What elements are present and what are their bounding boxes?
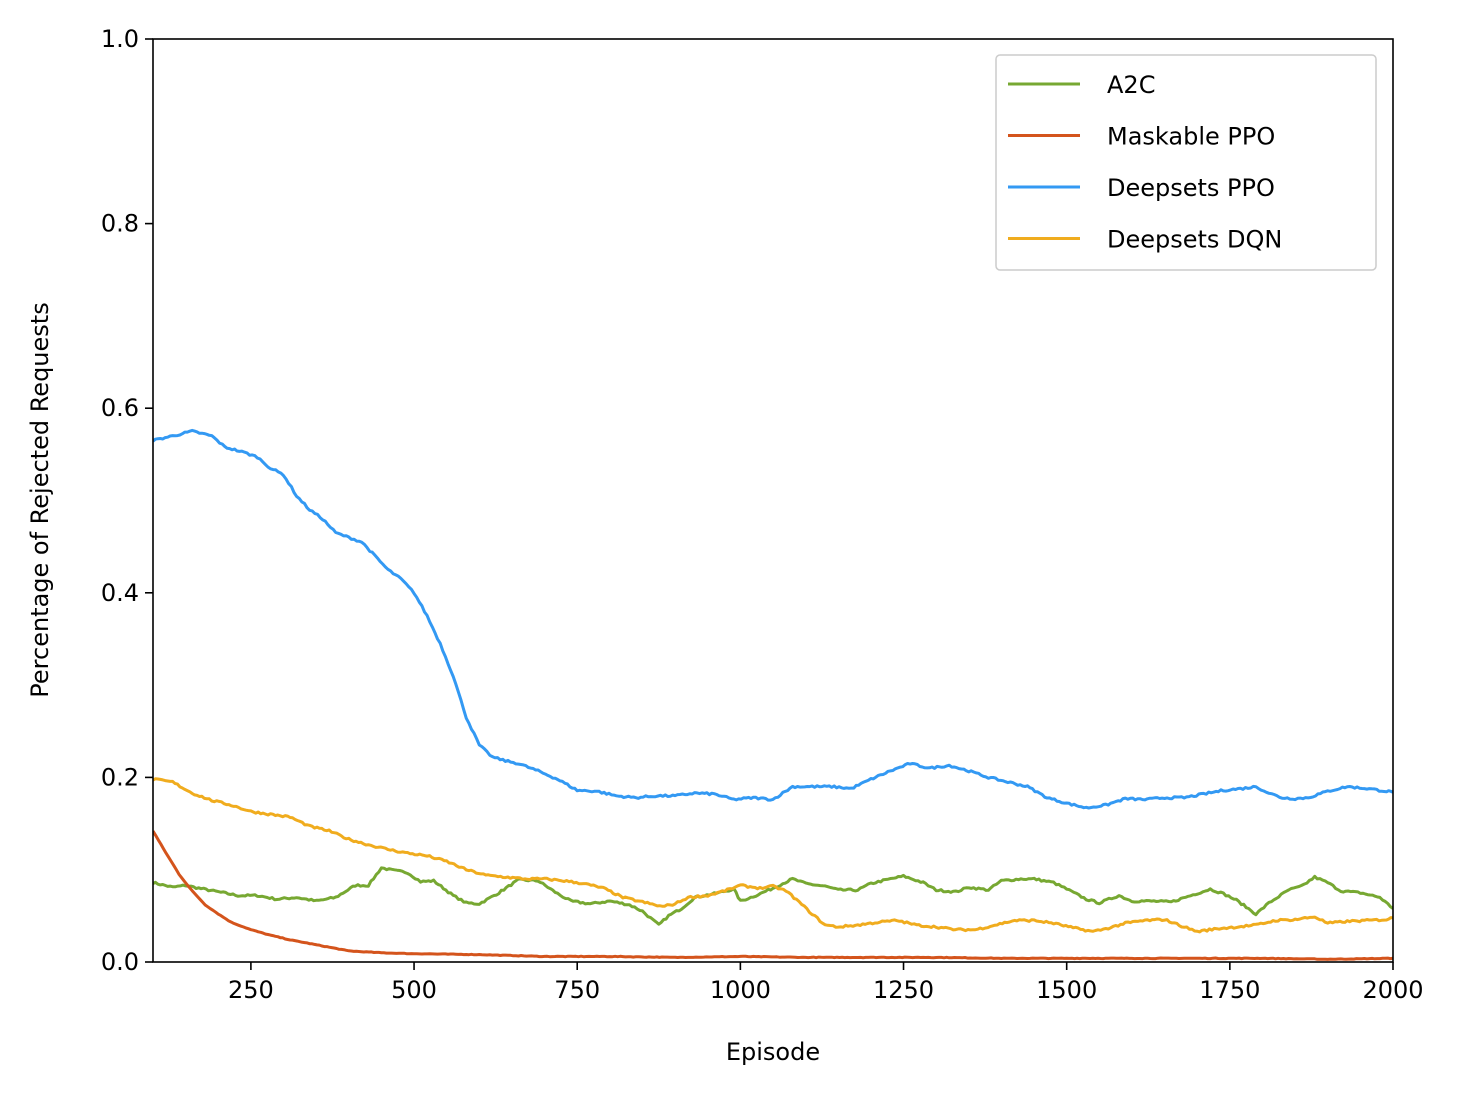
legend: A2C Maskable PPO Deepsets PPO Deepsets DQN (995, 54, 1377, 271)
series-line-deepsets-ppo (153, 428, 1393, 810)
y-tick-label: 1.0 (101, 25, 139, 53)
y-tick-label: 0.6 (101, 394, 139, 422)
series-line-maskable-ppo (153, 830, 1393, 961)
legend-label-maskable-ppo: Maskable PPO (1107, 123, 1275, 151)
y-axis: 0.0 0.2 0.4 0.6 0.8 1.0 (101, 25, 153, 976)
y-tick-label: 0.2 (101, 763, 139, 791)
y-tick-label: 0.8 (101, 210, 139, 238)
legend-label-deepsets-dqn: Deepsets DQN (1107, 226, 1282, 254)
legend-label-deepsets-ppo: Deepsets PPO (1107, 174, 1275, 202)
y-tick-label: 0.4 (101, 579, 139, 607)
y-axis-label: Percentage of Rejected Requests (26, 302, 54, 697)
x-tick-label: 1500 (1036, 976, 1097, 1004)
x-tick-label: 1250 (873, 976, 934, 1004)
x-tick-label: 500 (391, 976, 437, 1004)
x-axis: 250 500 750 1000 1250 1500 1750 2000 (228, 962, 1424, 1004)
y-tick-label: 0.0 (101, 948, 139, 976)
series-line-deepsets-dqn (153, 777, 1393, 934)
series-line-a2c (153, 866, 1393, 926)
x-tick-label: 750 (554, 976, 600, 1004)
plot-frame (152, 38, 1394, 963)
series-layer (153, 428, 1393, 961)
x-tick-label: 250 (228, 976, 274, 1004)
legend-label-a2c: A2C (1107, 71, 1155, 99)
x-axis-label: Episode (726, 1038, 820, 1066)
x-tick-label: 1000 (710, 976, 771, 1004)
x-tick-label: 2000 (1362, 976, 1423, 1004)
legend-box (995, 54, 1377, 271)
x-tick-label: 1750 (1199, 976, 1260, 1004)
